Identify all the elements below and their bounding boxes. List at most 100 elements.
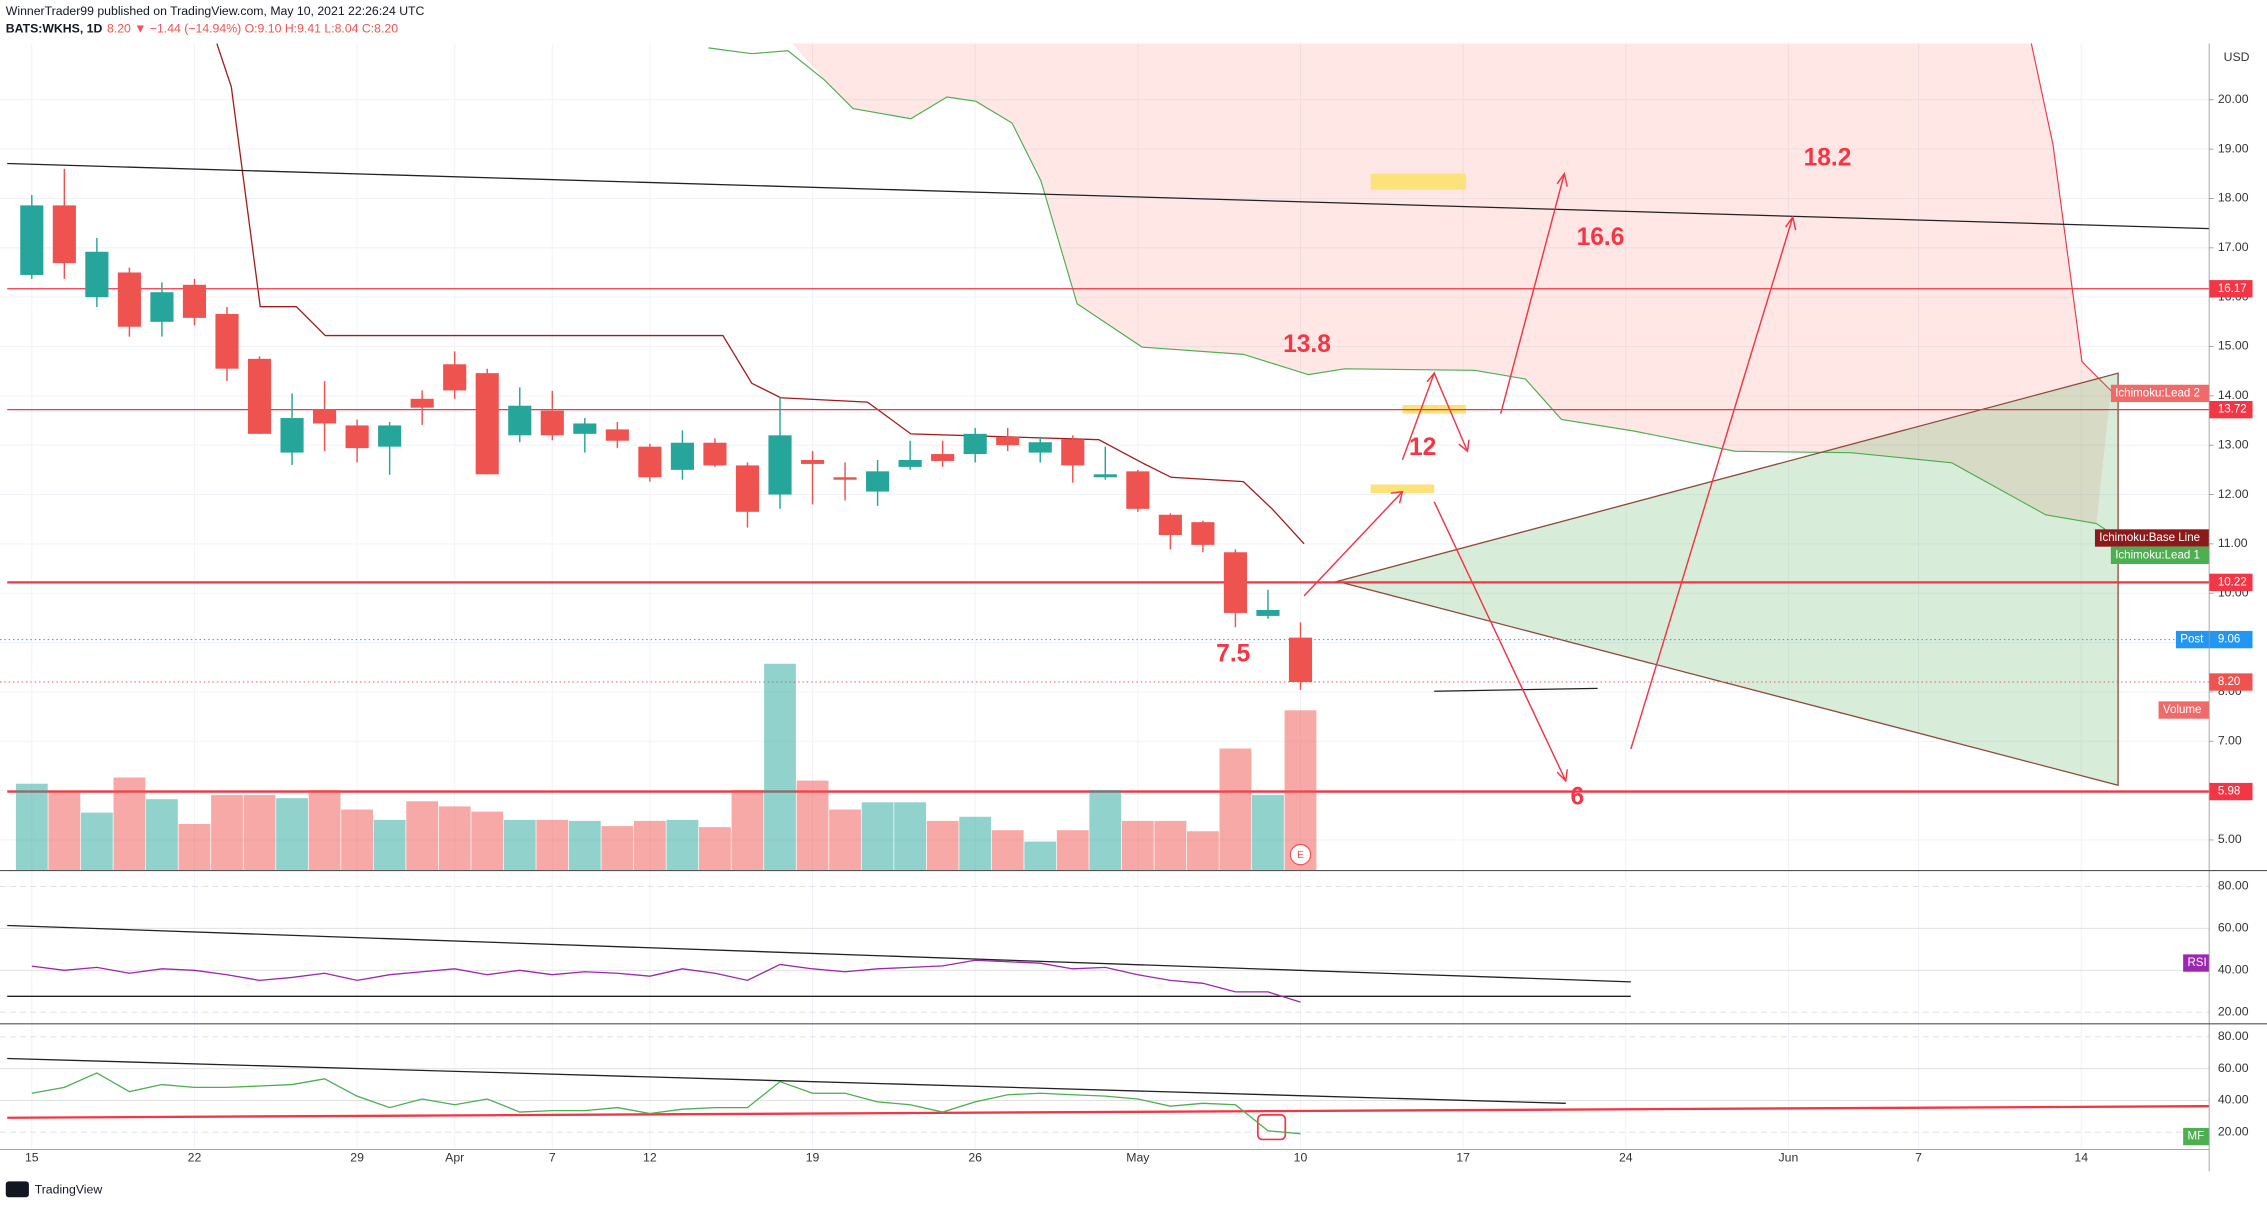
volume-bar (861, 802, 894, 871)
candle-body (52, 205, 76, 264)
x-tick-label: 7 (549, 1150, 556, 1164)
price-badge (2209, 573, 2253, 592)
rsi-trend-line (7, 924, 1631, 983)
x-tick-label: 12 (643, 1150, 657, 1164)
volume-bar (308, 789, 341, 871)
candle-body (280, 418, 304, 453)
mf-trend-line (7, 1057, 1566, 1104)
candle-body (1256, 609, 1280, 616)
x-tick-label: Apr (445, 1150, 464, 1164)
candle-body (117, 272, 141, 327)
y-tick-label: 5.00 (2218, 832, 2242, 846)
volume-bar (1284, 710, 1317, 871)
price-badge (2209, 400, 2253, 419)
y-tick-label: 20.00 (2218, 1004, 2249, 1018)
marks: 5.006.007.008.009.0010.0011.0012.0013.00… (0, 92, 2253, 1164)
candle-body (735, 465, 760, 512)
indicator-badge (2110, 384, 2210, 403)
indicator-badge-label: Ichimoku:Base Line (2099, 532, 2200, 544)
highlight (1370, 484, 1435, 494)
y-tick-label: 20.00 (2218, 1124, 2249, 1138)
price-badge-label: 10.22 (2218, 576, 2247, 588)
indicator-badge-label: Volume (2163, 704, 2202, 716)
candle-body (215, 313, 239, 369)
volume-bar (796, 780, 829, 871)
candle-body (1126, 471, 1150, 509)
y-tick-label: 17.00 (2218, 240, 2249, 254)
volume-bar (178, 824, 211, 871)
candle-body (931, 454, 955, 461)
volume-bar (959, 816, 992, 871)
volume-bar (243, 795, 276, 871)
indicator-badge (2158, 701, 2210, 719)
mf-line (31, 1072, 1301, 1135)
volume-bar (1252, 795, 1284, 871)
volume-bar (146, 799, 178, 871)
y-tick-label: 40.00 (2218, 1093, 2249, 1107)
candle-body (573, 423, 597, 434)
y-tick-label: 60.00 (2218, 1061, 2249, 1075)
annotation: 12 (1409, 434, 1436, 461)
price-badge-label: 16.17 (2218, 283, 2247, 295)
arrow (1630, 215, 1797, 750)
volume-bar (666, 819, 699, 871)
volume-bar (211, 795, 243, 871)
candle-body (85, 251, 109, 298)
volume-bar (1121, 820, 1154, 871)
volume-bar (633, 820, 666, 871)
y-tick-label: 80.00 (2218, 879, 2249, 893)
volume-bar (536, 819, 569, 871)
candle-body (1028, 442, 1052, 453)
x-tick-label: Jun (1779, 1150, 1799, 1164)
volume-bar (341, 809, 374, 871)
price-badge (2209, 782, 2253, 801)
y-tick-label: 20.00 (2218, 92, 2249, 106)
annotation: 16.6 (1577, 224, 1625, 251)
volume-bar (503, 819, 536, 871)
ichimoku-base-line (216, 43, 1305, 545)
candle-body (1061, 439, 1085, 466)
mf-badge (2183, 1127, 2210, 1146)
volume-bar (764, 663, 796, 871)
volume-bar (926, 820, 959, 871)
volume-bar (568, 820, 601, 871)
candle-body (182, 284, 207, 318)
volume-bar (80, 812, 113, 871)
candle-body (20, 205, 44, 275)
price-badge-label: 5.98 (2218, 786, 2240, 798)
mf-support-line (7, 1105, 2210, 1119)
price-badge (2209, 673, 2253, 691)
annotation: 18.2 (1804, 145, 1852, 172)
post-badge-label: Post (2180, 634, 2204, 646)
annotation: 13.8 (1283, 331, 1331, 358)
candle-body (1093, 474, 1117, 478)
volume-bar (1024, 841, 1057, 871)
candle-body (540, 410, 564, 436)
candle-body (247, 358, 272, 434)
volume-bar (276, 798, 308, 871)
x-tick-label: 17 (1456, 1150, 1470, 1164)
mf-badge-label: MF (2187, 1131, 2204, 1143)
candle-body (996, 436, 1020, 446)
candle-body (410, 398, 434, 408)
volume-bar (829, 809, 861, 871)
volume-bar (991, 830, 1024, 871)
x-tick-label: 7 (1915, 1150, 1922, 1164)
y-tick-label: 11.00 (2218, 536, 2248, 550)
y-tick-label: 40.00 (2218, 963, 2249, 977)
volume-bar (373, 819, 406, 871)
symbol: BATS:WKHS, 1D (6, 21, 103, 35)
rsi-badge-label: RSI (2187, 957, 2206, 969)
x-tick-label: 14 (2074, 1150, 2088, 1164)
candle-body (150, 292, 174, 322)
price-badge (2209, 630, 2253, 649)
y-tick-label: 13.00 (2218, 437, 2249, 451)
candle-body (1223, 552, 1247, 613)
volume-bar (1089, 789, 1122, 871)
volume-bar (894, 802, 927, 871)
trend-line (7, 162, 2210, 230)
volume-bar (1219, 748, 1252, 871)
indicator-badge-label: Ichimoku:Lead 2 (2115, 387, 2200, 399)
candle-body (638, 446, 662, 478)
